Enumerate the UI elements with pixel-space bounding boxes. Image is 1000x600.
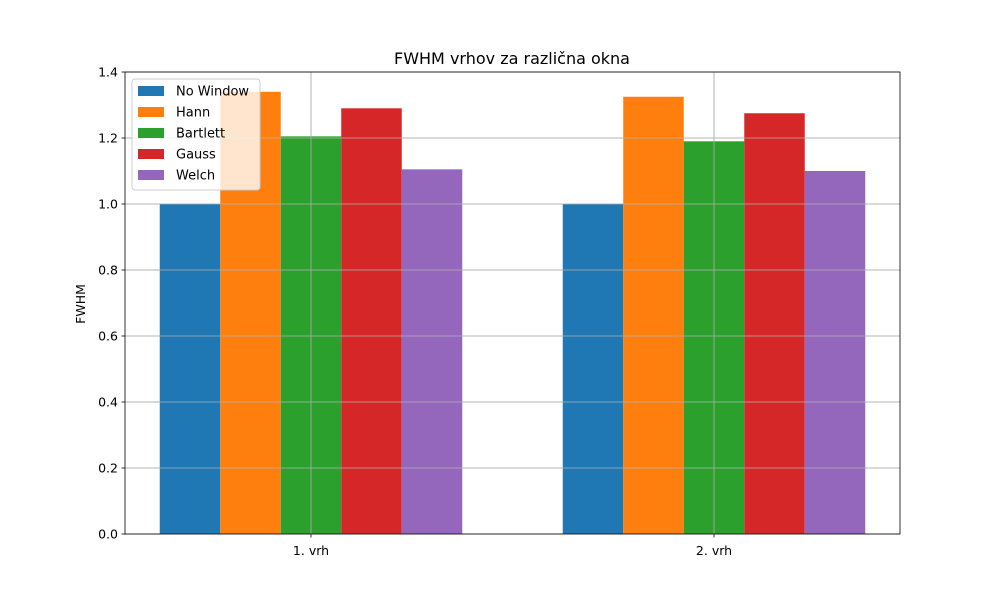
y-tick-label: 0.6: [98, 329, 118, 344]
y-tick-label: 1.4: [98, 65, 118, 80]
bar-no-window-1: [159, 204, 221, 534]
y-tick-label: 0.2: [98, 461, 118, 476]
x-tick-label: 1. vrh: [293, 543, 329, 558]
bar-welch-1: [401, 169, 463, 534]
bar-gauss-1: [341, 108, 402, 535]
legend-label: Bartlett: [176, 127, 225, 142]
bar-hann-2: [623, 96, 684, 534]
legend-box: [131, 78, 261, 191]
legend-label: No Window: [176, 85, 249, 100]
legend-swatch-no-window: [138, 86, 164, 96]
x-tick-label: 2. vrh: [696, 543, 732, 558]
bar-gauss-2: [744, 113, 805, 534]
bars: [125, 71, 900, 535]
legend-swatch-hann: [138, 107, 164, 117]
legend-swatch-bartlett: [138, 128, 164, 138]
legend-label: Hann: [176, 106, 210, 121]
chart-title: FWHM vrhov za različna okna: [394, 49, 630, 68]
legend: No Window Hann Bartlett Gauss Welch: [131, 78, 261, 191]
legend-swatch-welch: [138, 170, 164, 180]
y-axis-label: FWHM: [73, 284, 88, 324]
y-tick-label: 1.2: [98, 131, 118, 146]
y-tick-label: 0.0: [98, 527, 118, 542]
legend-swatch-gauss: [138, 149, 164, 159]
plot-frame: [124, 71, 901, 535]
legend-label: Gauss: [176, 148, 216, 163]
y-tick-label: 1.0: [98, 197, 118, 212]
y-tick-label: 0.8: [98, 263, 118, 278]
y-tick-label: 0.4: [98, 395, 118, 410]
bar-welch-2: [804, 171, 866, 534]
bar-no-window-2: [562, 204, 624, 534]
axes: 0.0 0.2 0.4 0.6 0.8 1.0 1.2 1.4 1. vrh 2. vrh: [98, 65, 901, 558]
legend-label: Welch: [176, 169, 215, 184]
